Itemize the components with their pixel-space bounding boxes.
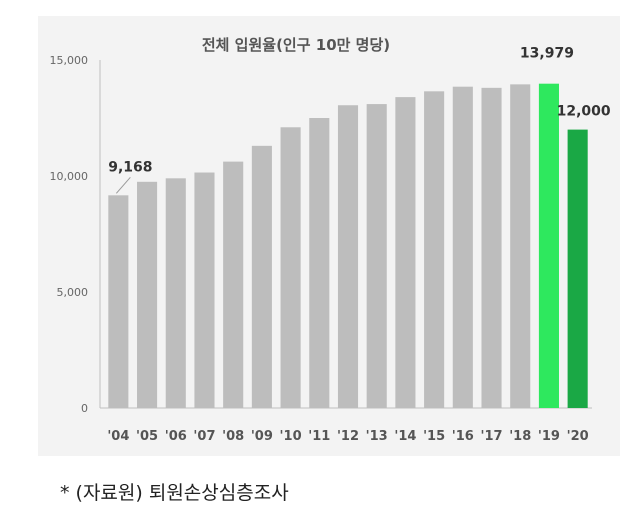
data-label: 12,000 xyxy=(557,104,611,120)
x-tick-label: '08 xyxy=(222,429,244,444)
bar xyxy=(280,127,301,408)
bar xyxy=(395,97,416,409)
x-tick-label: '11 xyxy=(308,429,330,444)
bar xyxy=(108,195,129,408)
bar xyxy=(137,181,158,408)
x-tick-label: '14 xyxy=(394,429,416,444)
bar xyxy=(366,104,387,408)
bar xyxy=(251,145,272,408)
bar xyxy=(538,83,559,409)
chart-title: 전체 입원율(인구 10만 명당) xyxy=(202,36,390,54)
data-label: 13,979 xyxy=(520,46,574,62)
x-tick-label: '12 xyxy=(337,429,359,444)
y-tick-label: 10,000 xyxy=(50,170,89,183)
x-tick-label: '10 xyxy=(280,429,302,444)
y-tick-label: 0 xyxy=(81,402,88,415)
bar xyxy=(309,118,330,408)
x-tick-label: '16 xyxy=(452,429,474,444)
y-tick-label: 5,000 xyxy=(57,286,89,299)
x-tick-label: '07 xyxy=(193,429,215,444)
bar xyxy=(481,87,502,408)
x-tick-label: '17 xyxy=(480,429,502,444)
bar-chart: 전체 입원율(인구 10만 명당) 0 5,000 10,000 15,000 '04 '0… xyxy=(50,36,611,444)
bar xyxy=(223,161,244,408)
chart-panel: 전체 입원율(인구 10만 명당) 0 5,000 10,000 15,000 '04 '0… xyxy=(38,16,620,456)
x-tick-label: '05 xyxy=(136,429,158,444)
data-label: 9,168 xyxy=(108,159,152,175)
data-label-leader xyxy=(115,176,131,194)
x-tick-label: '19 xyxy=(538,429,560,444)
bar xyxy=(194,172,215,408)
bar xyxy=(452,86,473,409)
x-tick-label: '13 xyxy=(366,429,388,444)
x-tick-label: '04 xyxy=(107,429,129,444)
x-tick-label: '15 xyxy=(423,429,445,444)
bar xyxy=(424,91,445,408)
x-tick-label: '18 xyxy=(509,429,531,444)
source-caption: * (자료원) 퇴원손상심층조사 xyxy=(60,482,289,504)
bar xyxy=(510,84,531,409)
bar xyxy=(165,178,186,408)
x-tick-label: '06 xyxy=(165,429,187,444)
bar xyxy=(337,105,359,409)
y-tick-label: 15,000 xyxy=(50,54,89,67)
x-tick-label: '09 xyxy=(251,429,273,444)
x-tick-label: '20 xyxy=(567,429,589,444)
bar xyxy=(567,129,588,408)
